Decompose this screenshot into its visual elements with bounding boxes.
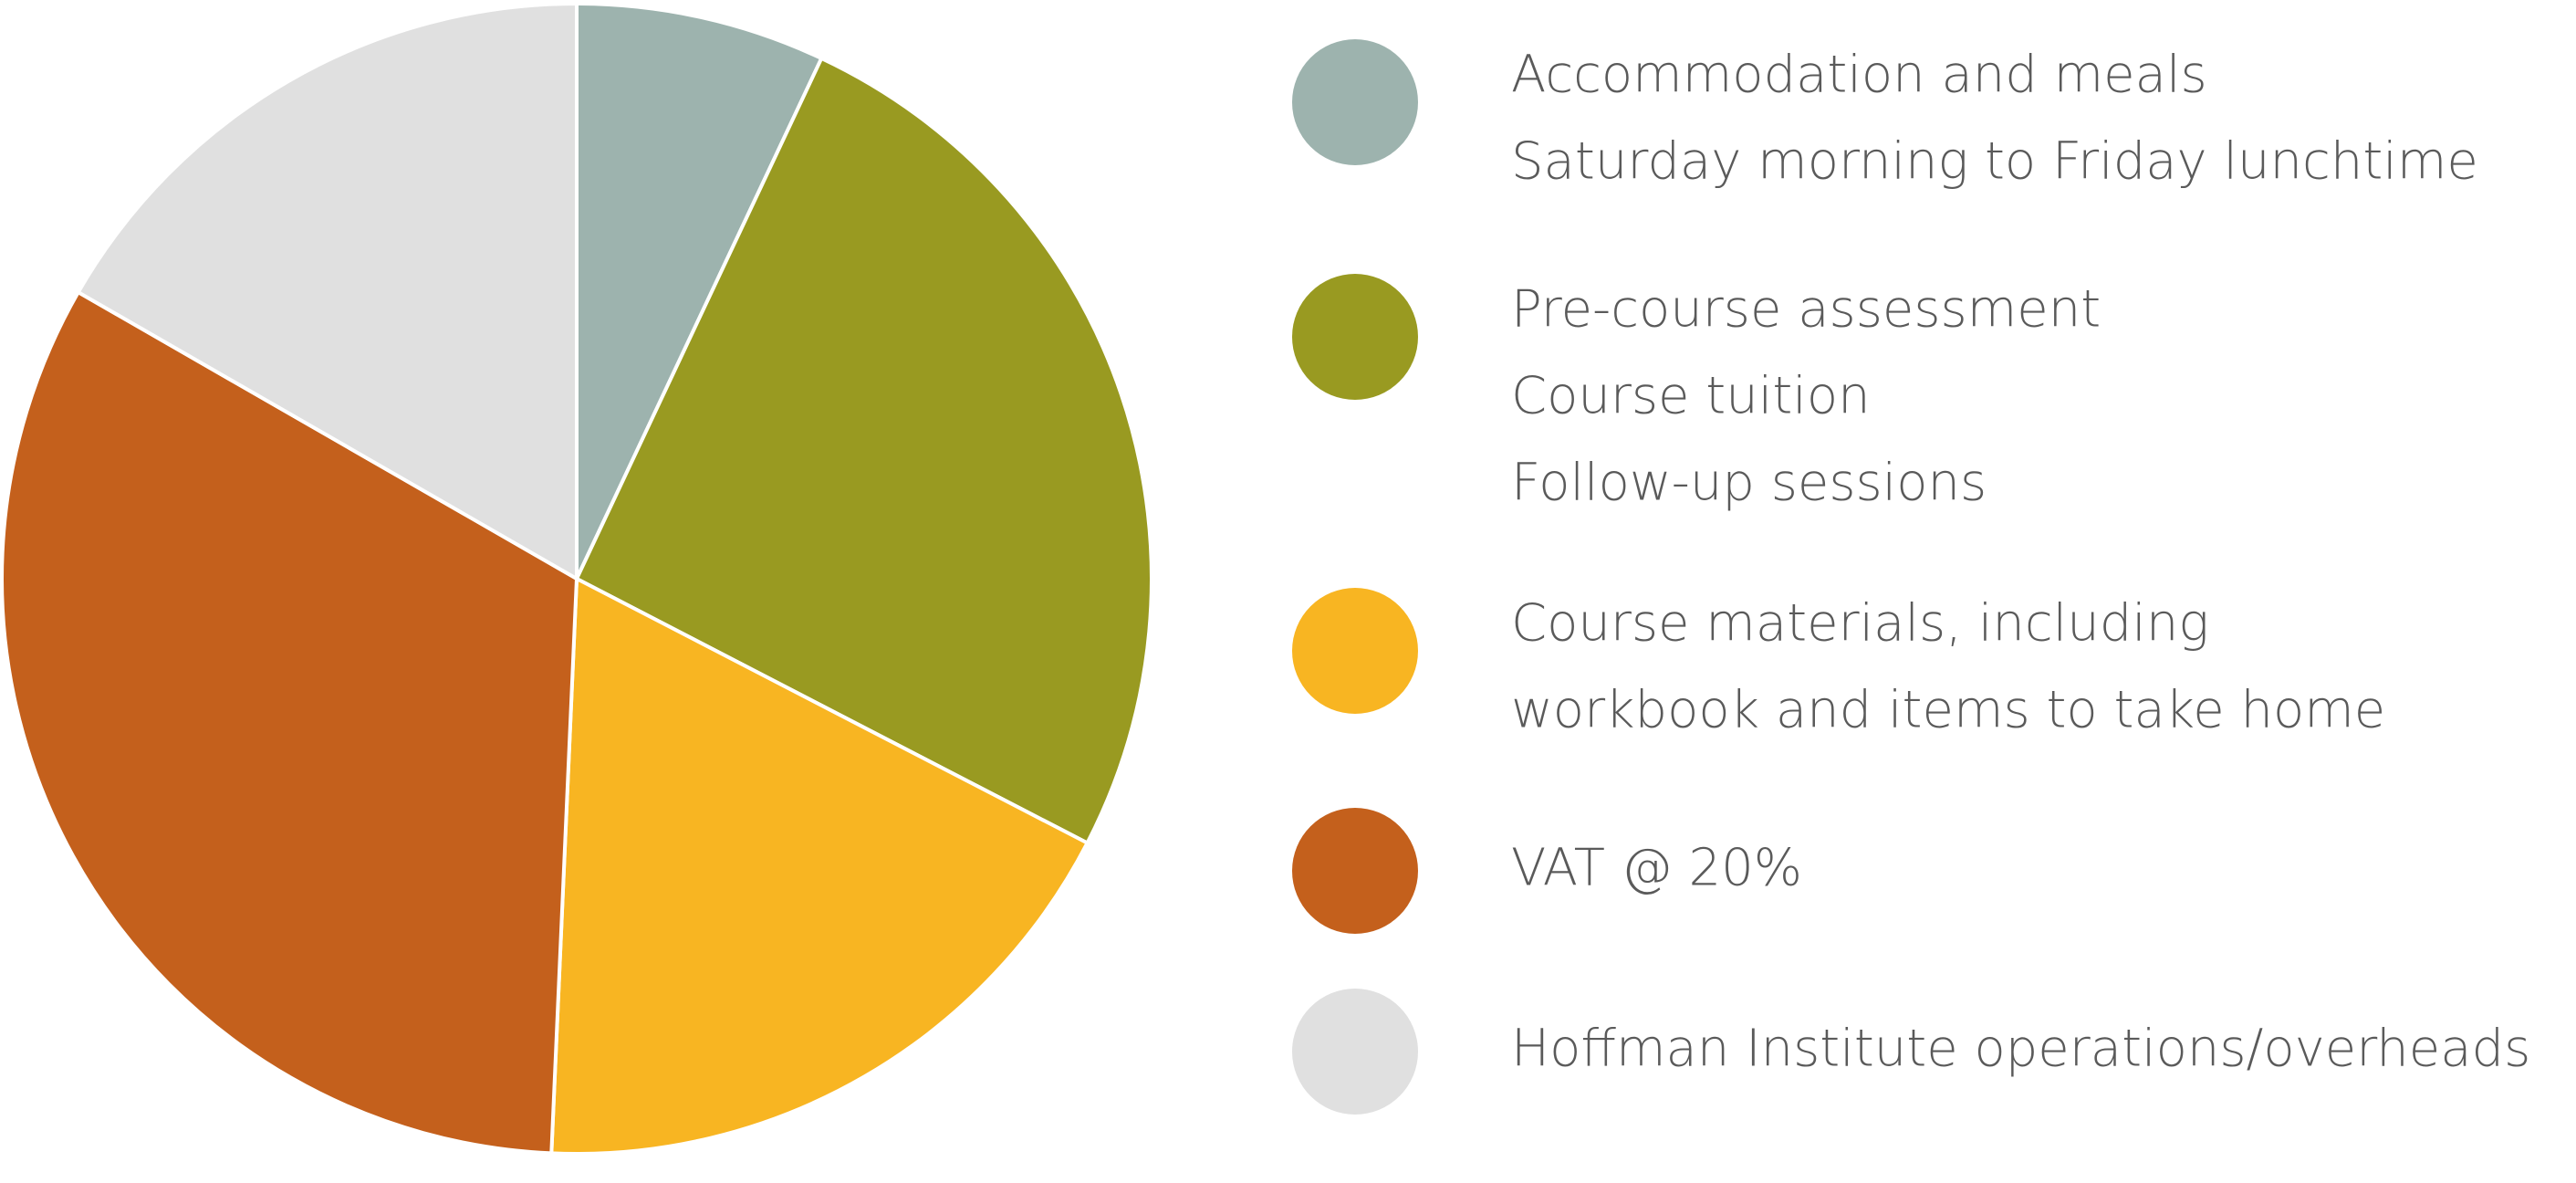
legend-swatch: [1292, 808, 1418, 934]
legend-swatch: [1292, 39, 1418, 165]
legend-label: VAT @ 20%: [1511, 838, 1802, 897]
legend-label: Course materials, including: [1511, 593, 2209, 653]
legend-label: workbook and items to take home: [1511, 680, 2385, 739]
legend-label: Course tuition: [1511, 366, 1871, 425]
legend-label: Pre-course assessment: [1511, 279, 2101, 339]
pie-slice: [0, 289, 579, 1156]
legend-swatch: [1292, 588, 1418, 714]
pie-slice: [574, 56, 1153, 846]
legend-swatch: [1292, 989, 1418, 1115]
pie-slice: [575, 1, 824, 580]
pie-slice: [76, 1, 579, 582]
pie-slice: [549, 575, 1090, 1156]
legend-label: Hoffman Institute operations/overheads: [1511, 1019, 2530, 1078]
legend-label: Follow-up sessions: [1511, 453, 1987, 512]
legend-label: Accommodation and meals: [1511, 45, 2207, 104]
legend-label: Saturday morning to Friday lunchtime: [1511, 131, 2478, 191]
legend-swatch: [1292, 274, 1418, 400]
